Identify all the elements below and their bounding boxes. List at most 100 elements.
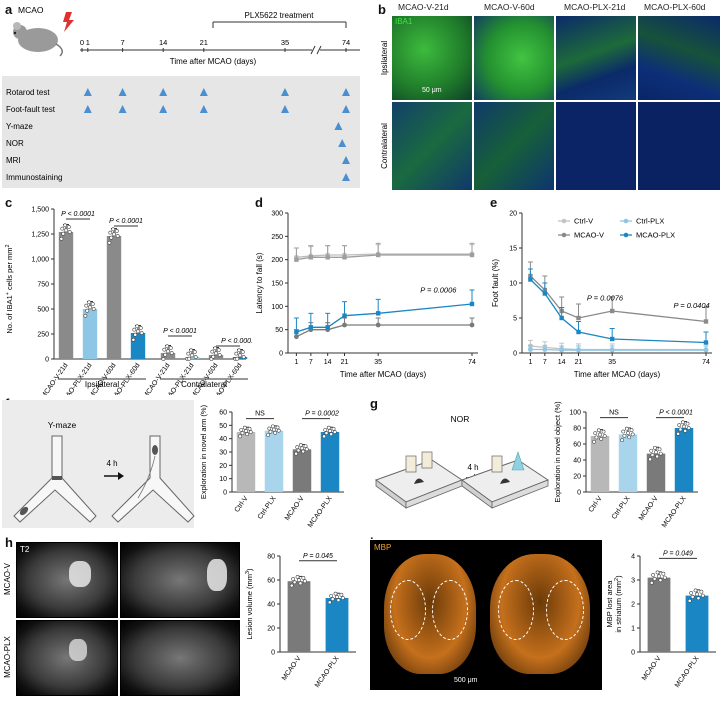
data-point: [301, 576, 306, 580]
y-tick-label: 1,500: [31, 207, 49, 214]
test-label: Y-maze: [6, 122, 33, 131]
data-point: [294, 334, 299, 340]
scale-bar-label: 50 μm: [422, 87, 442, 94]
category-label: MCAO-PLX: [661, 495, 688, 529]
micrograph-plx21-ipsi: [556, 16, 636, 100]
data-point: [133, 332, 138, 337]
data-point: [651, 573, 656, 577]
data-point: [677, 423, 682, 428]
bar: [130, 333, 146, 359]
data-point: [542, 347, 548, 352]
data-point: [61, 231, 66, 236]
test-day-marker: [334, 122, 343, 130]
y-tick-label: 40: [573, 458, 581, 465]
data-point: [138, 326, 143, 330]
mri-image: [16, 620, 118, 696]
bar: [292, 449, 312, 492]
column-header: MCAO-V-21d: [398, 2, 449, 12]
bar: [647, 577, 671, 652]
data-point: [295, 574, 300, 579]
data-point: [247, 426, 252, 431]
data-point: [325, 325, 330, 330]
test-day-marker: [83, 88, 92, 96]
y-tick-label: 0: [513, 351, 517, 358]
panel-letter-h: h: [5, 535, 13, 550]
ns-label: NS: [609, 410, 619, 417]
series-line: [530, 345, 706, 351]
data-point: [211, 354, 216, 359]
data-point: [289, 583, 294, 588]
x-tick-label: 21: [575, 359, 583, 366]
data-point: [687, 598, 692, 603]
y-tick-label: 4: [631, 554, 635, 561]
mouse-icon: [13, 22, 63, 57]
row-label-contralateral: Contralateral: [378, 102, 390, 190]
test-day-marker: [342, 105, 350, 113]
data-point: [295, 445, 300, 450]
iba1-label: IBA1: [395, 17, 413, 26]
category-label: MCAO-PLX: [307, 495, 334, 529]
data-point: [593, 431, 598, 436]
data-point: [342, 255, 347, 260]
y-tick-label: 60: [267, 578, 275, 585]
y-tick-label: 1,000: [31, 257, 49, 264]
data-point: [699, 589, 704, 594]
data-point: [599, 436, 604, 441]
x-tick-label: 1: [294, 359, 298, 366]
data-point: [193, 355, 198, 359]
panel-f-diagram: Y-maze 4 h: [2, 400, 195, 528]
data-point: [621, 429, 626, 434]
ns-label: NS: [255, 411, 265, 418]
p-value-label: P = 0.045: [303, 553, 333, 560]
x-tick-label: 14: [324, 359, 332, 366]
scale-bar-label: 500 μm: [454, 677, 478, 684]
data-point: [330, 597, 335, 601]
data-point: [169, 351, 174, 355]
y-axis-label: MBP lost area: [605, 580, 614, 628]
data-point: [650, 453, 655, 457]
bar: [646, 453, 666, 492]
data-point: [291, 577, 296, 581]
y-tick-label: 50: [219, 423, 227, 430]
x-tick-label: 74: [702, 359, 710, 366]
y-tick-label: 1,250: [31, 232, 49, 239]
y-tick-label: 20: [267, 626, 275, 633]
treatment-label: PLX5622 treatment: [245, 11, 315, 20]
row-label-mcao-v: MCAO-V: [0, 540, 14, 618]
bar: [160, 353, 176, 359]
data-point: [237, 348, 241, 353]
data-point: [375, 322, 381, 328]
data-point: [648, 457, 652, 462]
data-point: [294, 257, 299, 262]
y-tick-label: 80: [573, 426, 581, 433]
y-tick-label: 300: [271, 211, 283, 218]
p-value-label: P = 0.0006: [420, 285, 457, 294]
panel-letter-d: d: [255, 195, 263, 210]
data-point: [248, 430, 253, 434]
data-point: [192, 350, 197, 354]
data-point: [292, 580, 297, 585]
nor-title: NOR: [451, 414, 470, 424]
data-point: [375, 311, 381, 316]
data-point: [136, 329, 140, 334]
category-label: MCAO-V: [281, 655, 303, 682]
data-point: [630, 432, 635, 437]
data-point: [329, 432, 334, 437]
t2-label: T2: [20, 545, 30, 554]
panel-g-diagram: NOR 4 h: [374, 414, 550, 509]
data-point: [693, 588, 698, 593]
column-header: MCAO-PLX-60d: [644, 2, 706, 12]
lightning-icon: [63, 12, 74, 32]
x-tick-label: 7: [309, 359, 313, 366]
test-label: NOR: [6, 139, 24, 148]
x-tick-label: 21: [341, 359, 349, 366]
data-point: [649, 580, 654, 585]
data-point: [115, 234, 120, 238]
data-point: [683, 428, 688, 433]
test-day-marker: [342, 156, 350, 164]
y-tick-label: 100: [271, 304, 283, 311]
data-point: [602, 434, 607, 438]
data-point: [658, 451, 663, 456]
micrograph-v60-contra: [474, 102, 554, 190]
panel-letter-c: c: [5, 195, 13, 210]
